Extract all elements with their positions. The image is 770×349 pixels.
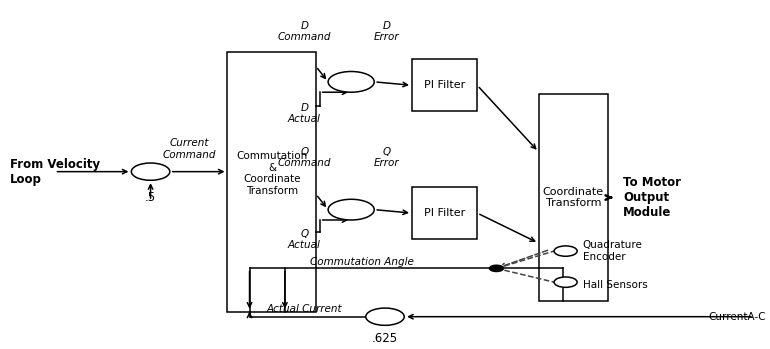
Text: Coordinate
Transform: Coordinate Transform [543,187,604,208]
Text: .625: .625 [372,332,398,345]
Text: Hall Sensors: Hall Sensors [583,280,648,290]
Circle shape [328,72,374,92]
Text: Current
Command: Current Command [162,138,216,159]
Circle shape [366,308,404,325]
Text: D
Actual: D Actual [288,103,321,124]
Circle shape [328,199,374,220]
Text: −: − [334,78,346,92]
Text: Commutation Angle: Commutation Angle [310,257,414,267]
Text: +: + [334,201,345,214]
Circle shape [554,277,578,287]
Text: CurrentA-C: CurrentA-C [708,312,765,322]
Text: From Velocity
Loop: From Velocity Loop [10,158,100,186]
Text: D
Command: D Command [277,21,331,42]
FancyBboxPatch shape [227,52,316,312]
Text: .5: .5 [145,191,156,204]
Text: PI Filter: PI Filter [424,208,466,218]
Text: Commutation
&
Coordinate
Transform: Commutation & Coordinate Transform [236,151,308,196]
Text: x: x [381,310,389,323]
Circle shape [490,265,504,272]
Text: To Motor
Output
Module: To Motor Output Module [623,176,681,219]
FancyBboxPatch shape [412,187,477,239]
Circle shape [554,246,578,256]
FancyBboxPatch shape [539,94,608,301]
Text: −: − [334,206,346,220]
Text: D
Error: D Error [373,21,400,42]
Text: Actual Current: Actual Current [266,304,342,314]
FancyBboxPatch shape [412,59,477,111]
Text: PI Filter: PI Filter [424,80,466,90]
Circle shape [132,163,170,180]
Text: x: x [147,165,154,178]
Text: +: + [334,73,345,86]
Text: Q
Error: Q Error [373,147,400,168]
Text: Q
Actual: Q Actual [288,229,321,250]
Text: Q
Command: Q Command [277,147,331,168]
Text: Quadrature
Encoder: Quadrature Encoder [583,240,642,261]
